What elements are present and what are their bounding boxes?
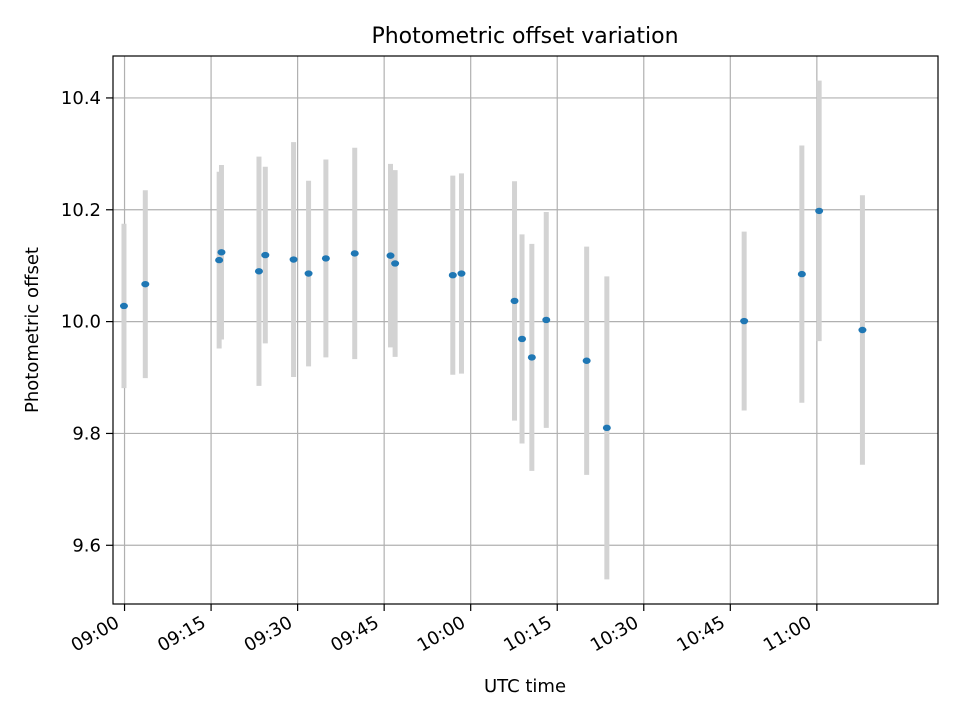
data-point [510, 297, 519, 305]
data-point [797, 270, 806, 278]
data-point [602, 424, 611, 432]
data-point [289, 256, 298, 263]
data-point [527, 354, 536, 361]
data-point [457, 270, 466, 277]
data-point [858, 326, 867, 334]
data-point [141, 280, 150, 288]
data-point [448, 272, 457, 279]
data-point [119, 302, 128, 310]
data-point [321, 255, 330, 262]
data-point [740, 317, 749, 325]
y-tick-label: 10.4 [61, 88, 101, 109]
data-point [582, 357, 591, 364]
y-tick-label: 9.6 [72, 535, 101, 556]
data-point [261, 251, 270, 259]
data-point [215, 256, 224, 264]
data-point [304, 270, 313, 277]
x-axis-label: UTC time [484, 676, 566, 697]
y-tick-label: 10.2 [61, 200, 101, 221]
data-point [518, 335, 527, 343]
data-point [815, 207, 824, 215]
data-point [386, 252, 395, 259]
data-point [217, 249, 226, 256]
data-point [350, 250, 359, 257]
data-point [391, 260, 400, 267]
y-tick-label: 10.0 [61, 312, 101, 333]
data-points [119, 207, 867, 432]
chart-title: Photometric offset variation [371, 24, 678, 49]
plot-frame [112, 55, 939, 605]
y-axis-label: Photometric offset [22, 247, 43, 413]
y-tick-label: 9.8 [72, 423, 101, 444]
data-point [542, 316, 551, 324]
data-point [254, 268, 263, 275]
